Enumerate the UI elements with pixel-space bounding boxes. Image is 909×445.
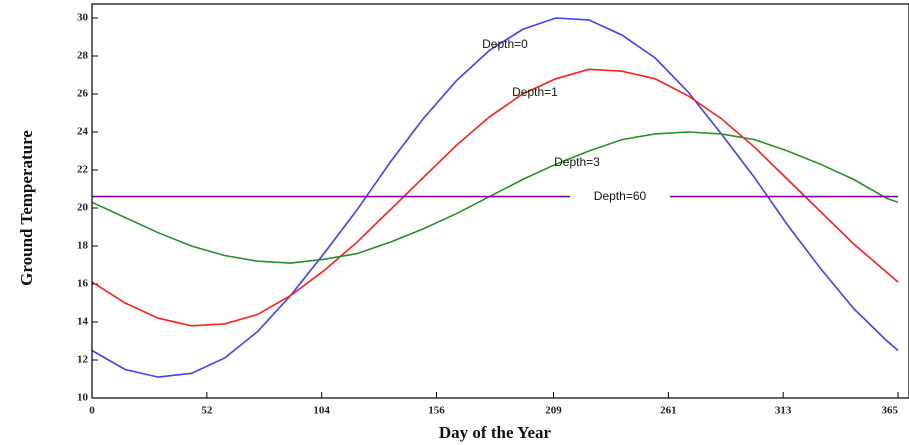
y-tick-label: 30 <box>77 12 89 24</box>
series-label: Depth=1 <box>512 85 558 99</box>
y-tick-label: 24 <box>77 126 89 138</box>
x-tick-label: 156 <box>428 405 445 417</box>
series-label: Depth=3 <box>554 155 600 169</box>
x-tick-label: 313 <box>775 405 792 417</box>
y-tick-label: 12 <box>77 354 89 366</box>
y-tick-label: 28 <box>77 50 89 62</box>
series-label: Depth=0 <box>482 37 528 51</box>
y-tick-label: 26 <box>77 88 89 100</box>
y-tick-label: 14 <box>77 316 89 328</box>
x-tick-label: 104 <box>313 405 330 417</box>
x-tick-label: 261 <box>660 405 677 417</box>
y-tick-label: 20 <box>77 202 89 214</box>
x-tick-label: 52 <box>201 405 213 417</box>
y-tick-label: 10 <box>77 392 89 404</box>
x-tick-label: 365 <box>882 405 899 417</box>
label-background <box>570 189 670 204</box>
x-tick-label: 209 <box>545 405 562 417</box>
series-line <box>91 17 899 378</box>
y-tick-label: 18 <box>77 240 89 252</box>
series-line <box>91 131 899 264</box>
plot-frame <box>91 3 909 399</box>
series-line <box>91 68 899 327</box>
x-axis-title: Day of the Year <box>439 423 552 442</box>
y-tick-label: 16 <box>77 278 89 290</box>
series-label: Depth=60 <box>594 189 647 203</box>
y-axis-title: Ground Temperature <box>17 130 36 286</box>
y-tick-label: 22 <box>77 164 89 176</box>
x-tick-label: 0 <box>89 405 95 417</box>
